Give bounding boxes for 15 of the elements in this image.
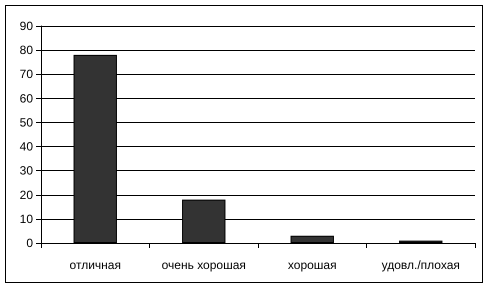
x-tick-label: хорошая bbox=[288, 258, 337, 272]
y-tick-label: 40 bbox=[20, 140, 34, 154]
y-tick-label: 10 bbox=[20, 212, 34, 226]
x-tick-label: очень хорошая bbox=[162, 258, 246, 272]
y-tick-label: 0 bbox=[26, 236, 34, 250]
y-tick-label: 20 bbox=[20, 188, 34, 202]
x-tick-label: отличная bbox=[70, 258, 121, 272]
y-tick-label: 30 bbox=[20, 164, 34, 178]
x-tick-label: удовл./плохая bbox=[382, 258, 460, 272]
y-tick-label: 70 bbox=[20, 67, 34, 82]
y-tick-label: 50 bbox=[20, 115, 34, 130]
y-tick-label: 80 bbox=[20, 43, 34, 58]
y-tick-label: 60 bbox=[20, 91, 34, 106]
bar bbox=[290, 236, 334, 243]
y-tick-label: 90 bbox=[20, 19, 34, 33]
